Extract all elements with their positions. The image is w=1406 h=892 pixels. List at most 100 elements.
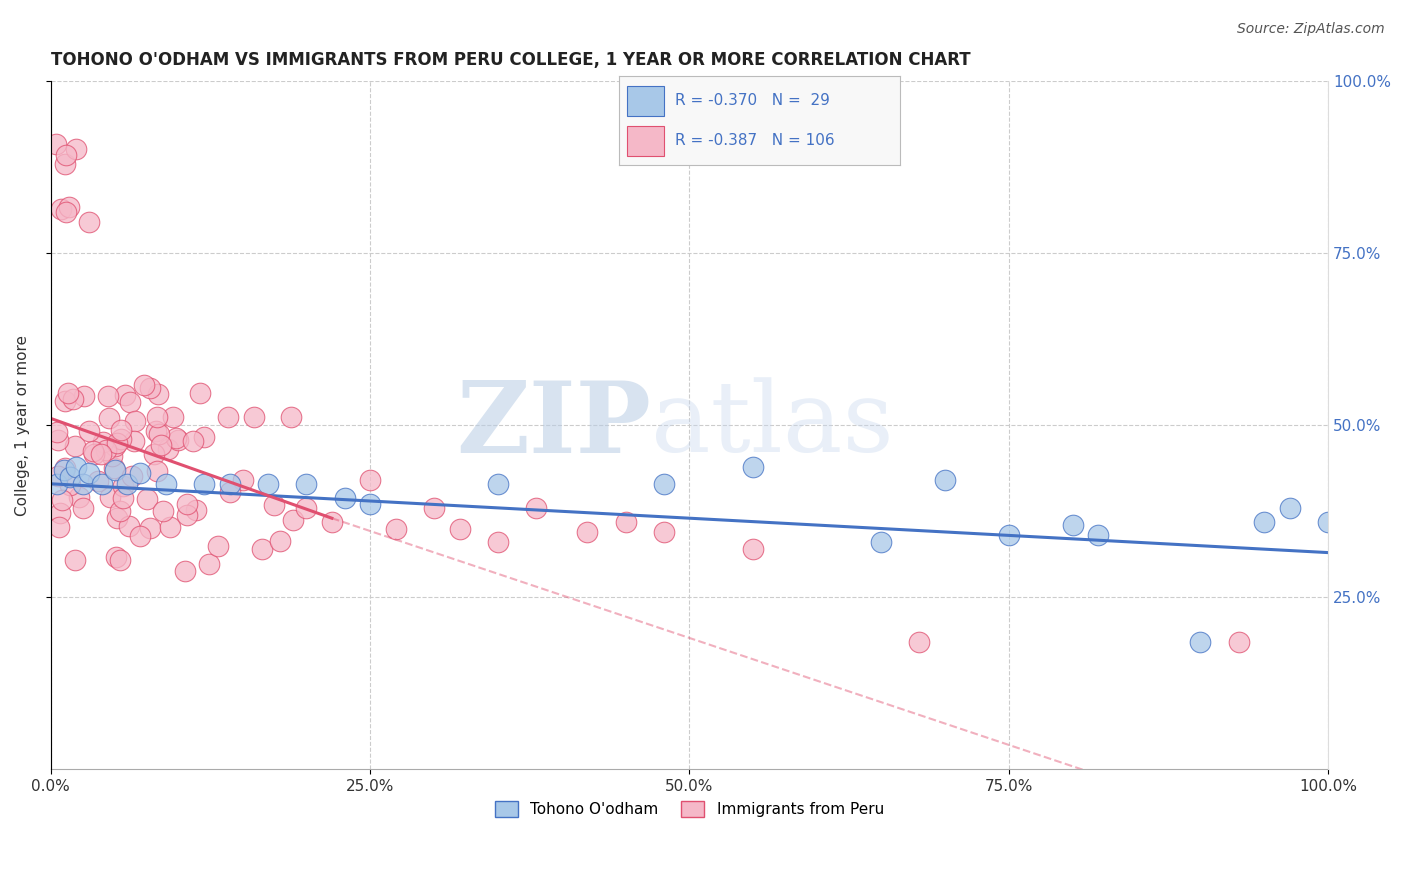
Point bbox=[117, 476, 139, 491]
Point bbox=[139, 521, 162, 535]
Text: R = -0.387   N = 106: R = -0.387 N = 106 bbox=[675, 134, 835, 148]
Point bbox=[652, 524, 675, 539]
Point bbox=[908, 635, 931, 649]
Point bbox=[219, 485, 242, 500]
Point bbox=[87, 474, 110, 488]
Point bbox=[870, 535, 893, 549]
Point bbox=[111, 491, 134, 505]
Point bbox=[110, 432, 132, 446]
Point bbox=[232, 473, 254, 487]
Point bbox=[63, 439, 86, 453]
Point bbox=[152, 503, 174, 517]
Point bbox=[295, 500, 318, 515]
Point bbox=[174, 564, 197, 578]
Point bbox=[176, 508, 198, 522]
Point bbox=[486, 535, 509, 549]
Point bbox=[56, 385, 79, 400]
Point bbox=[742, 459, 765, 474]
Point bbox=[53, 460, 76, 475]
Point bbox=[82, 444, 104, 458]
Point bbox=[72, 501, 94, 516]
Point bbox=[165, 431, 187, 445]
Point bbox=[110, 504, 132, 518]
Point bbox=[148, 387, 170, 401]
Point bbox=[934, 474, 956, 488]
FancyBboxPatch shape bbox=[627, 126, 664, 156]
Point bbox=[1278, 500, 1301, 515]
Point bbox=[524, 500, 547, 515]
Point bbox=[652, 476, 675, 491]
Point bbox=[159, 520, 181, 534]
Point bbox=[51, 492, 73, 507]
Point bbox=[72, 476, 94, 491]
Point bbox=[359, 498, 381, 512]
Point bbox=[90, 476, 112, 491]
Point bbox=[139, 381, 162, 395]
Point bbox=[65, 553, 87, 567]
Point bbox=[98, 490, 121, 504]
Point bbox=[359, 474, 381, 488]
Point bbox=[90, 447, 112, 461]
Point bbox=[1227, 635, 1250, 649]
Point bbox=[72, 389, 94, 403]
Point bbox=[250, 542, 273, 557]
Point bbox=[1062, 518, 1084, 533]
Point bbox=[207, 539, 229, 553]
Point bbox=[486, 476, 509, 491]
Point bbox=[280, 409, 302, 424]
Point bbox=[55, 205, 77, 219]
Point bbox=[166, 433, 188, 447]
Point bbox=[197, 557, 219, 571]
Point bbox=[65, 142, 87, 156]
Point bbox=[156, 442, 179, 457]
Point bbox=[103, 460, 125, 475]
Point bbox=[1087, 528, 1109, 542]
Point bbox=[105, 549, 128, 564]
Point bbox=[118, 519, 141, 533]
Point bbox=[136, 492, 159, 507]
Point bbox=[77, 215, 100, 229]
Point bbox=[269, 533, 291, 548]
Point bbox=[1189, 635, 1212, 649]
Point bbox=[576, 524, 599, 539]
Point bbox=[104, 463, 127, 477]
Point bbox=[176, 497, 198, 511]
Point bbox=[121, 468, 143, 483]
FancyBboxPatch shape bbox=[627, 86, 664, 116]
Point bbox=[101, 450, 124, 464]
Point bbox=[155, 476, 177, 491]
Point bbox=[104, 439, 127, 453]
Point bbox=[49, 506, 72, 520]
Point bbox=[45, 137, 67, 152]
Point bbox=[162, 409, 184, 424]
Point bbox=[67, 490, 90, 504]
Point bbox=[65, 459, 87, 474]
Point bbox=[384, 522, 406, 536]
Point bbox=[77, 424, 100, 438]
Point bbox=[449, 522, 471, 536]
Point bbox=[263, 498, 285, 512]
Point bbox=[62, 392, 84, 406]
Point bbox=[55, 394, 77, 409]
Text: TOHONO O'ODHAM VS IMMIGRANTS FROM PERU COLLEGE, 1 YEAR OR MORE CORRELATION CHART: TOHONO O'ODHAM VS IMMIGRANTS FROM PERU C… bbox=[51, 51, 970, 69]
Point bbox=[114, 388, 136, 402]
Point bbox=[58, 200, 80, 214]
Point bbox=[146, 409, 169, 424]
Point bbox=[107, 436, 129, 450]
Point bbox=[742, 542, 765, 557]
Point bbox=[423, 500, 446, 515]
Point bbox=[184, 503, 207, 517]
Point bbox=[614, 515, 637, 529]
Point bbox=[243, 409, 266, 424]
Point bbox=[145, 464, 167, 478]
Point bbox=[193, 476, 215, 491]
Point bbox=[77, 467, 100, 481]
Point bbox=[283, 513, 305, 527]
Point bbox=[257, 476, 280, 491]
Point bbox=[218, 476, 240, 491]
Point bbox=[998, 528, 1021, 542]
Point bbox=[150, 438, 173, 452]
Point bbox=[59, 477, 82, 491]
Text: Source: ZipAtlas.com: Source: ZipAtlas.com bbox=[1237, 22, 1385, 37]
Point bbox=[321, 515, 343, 529]
